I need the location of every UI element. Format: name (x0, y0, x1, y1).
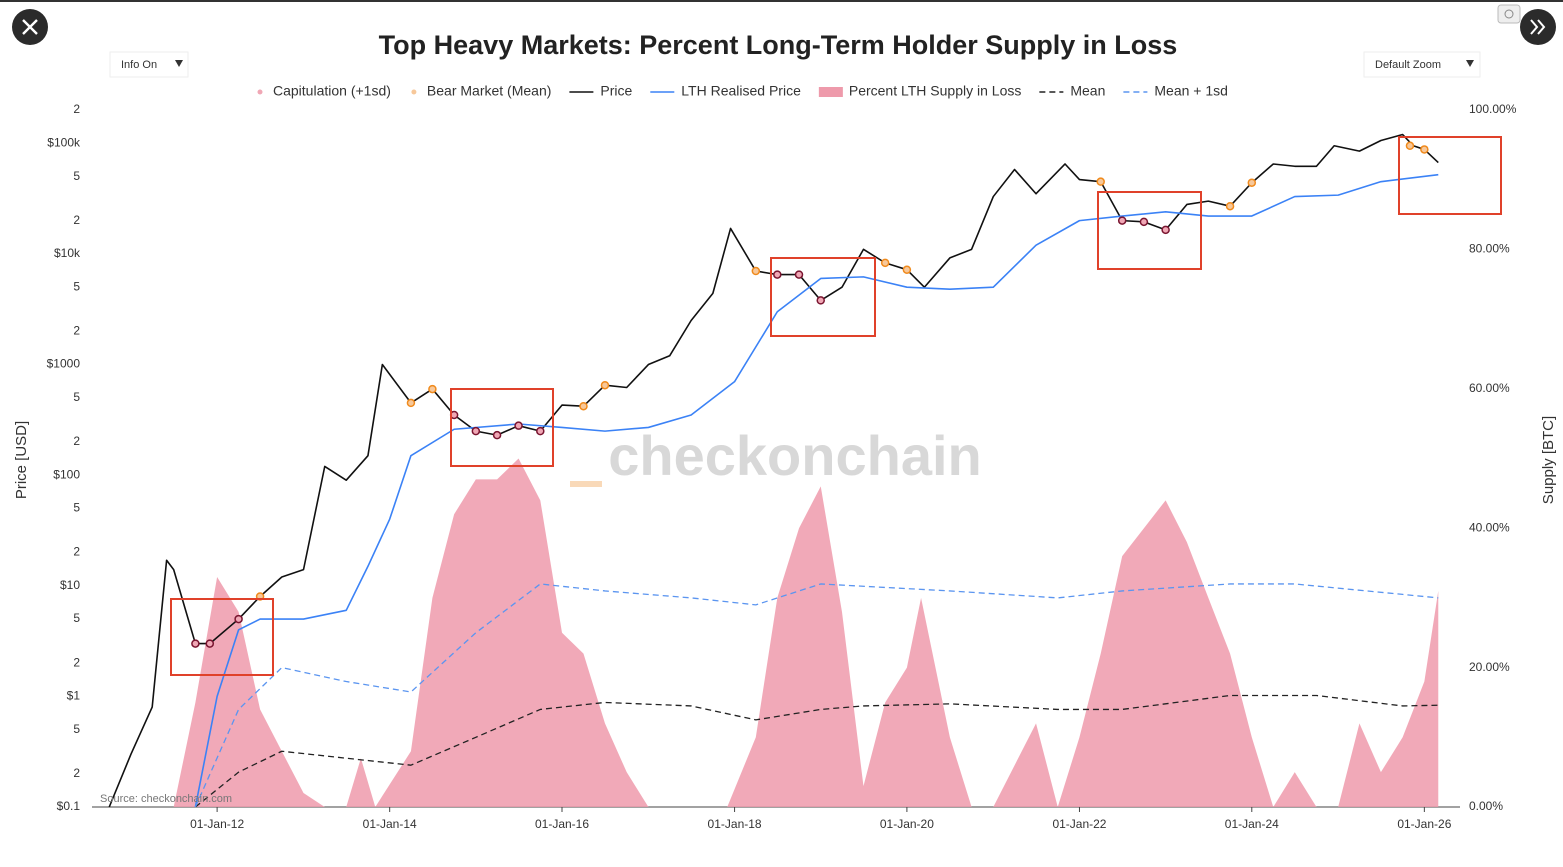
x-tick-label: 01-Jan-16 (535, 817, 589, 831)
x-tick-label: 01-Jan-14 (363, 817, 417, 831)
y-tick-label: 2 (73, 545, 80, 559)
y-tick-label: 5 (73, 501, 80, 515)
y-tick-label: 5 (73, 722, 80, 736)
y-tick-label: 5 (73, 169, 80, 183)
y-tick-label: 2 (73, 102, 80, 116)
point (1225, 201, 1235, 211)
area (173, 458, 1439, 807)
legend-label: Price (600, 83, 632, 99)
point (492, 430, 502, 440)
chart-title: Top Heavy Markets: Percent Long-Term Hol… (379, 30, 1178, 60)
legend-label: Capitulation (+1sd) (273, 83, 391, 99)
line (194, 694, 1439, 808)
highlight-box (1398, 136, 1502, 215)
line (194, 583, 1439, 808)
y-axis-label: Price [USD] (13, 421, 30, 499)
point (428, 384, 437, 394)
x-tick-label: 01-Jan-24 (1225, 817, 1279, 831)
dropdown-arrow (1466, 60, 1474, 67)
point (234, 614, 243, 624)
legend-marker (818, 87, 843, 97)
legend-label: LTH Realised Price (681, 83, 801, 99)
x-tick-label: 01-Jan-20 (880, 817, 934, 831)
y-tick-label: $100 (53, 467, 80, 481)
dropdown-arrow (175, 60, 183, 67)
camera-icon (1504, 9, 1514, 19)
y-tick-label: $1 (67, 689, 81, 703)
y2-tick-label: 20.00% (1469, 660, 1510, 674)
info-label: Info On (121, 59, 157, 71)
highlight-box (170, 598, 274, 676)
y-tick-label: $10k (54, 246, 81, 260)
camera-button[interactable] (1497, 4, 1521, 24)
point (773, 270, 782, 279)
x-tick-label: 01-Jan-18 (708, 817, 762, 831)
highlight-box (770, 257, 876, 337)
point (1247, 178, 1257, 187)
y-tick-label: 5 (73, 611, 80, 625)
y-tick-label: 2 (73, 323, 80, 337)
y-tick-label: 2 (73, 434, 80, 448)
zoom-label: Default Zoom (1375, 59, 1441, 71)
point (406, 398, 416, 408)
point (794, 270, 804, 279)
point (751, 266, 761, 276)
y-tick-label: $0.1 (57, 799, 81, 813)
y-tick-label: 5 (73, 390, 80, 404)
expand-icon (1530, 19, 1546, 35)
y-tick-label: $1000 (47, 357, 81, 371)
source-note: Source: checkonchain.com (100, 793, 232, 805)
point (514, 421, 523, 430)
legend-label: Mean (1070, 83, 1105, 99)
watermark: checkonchain (608, 424, 981, 487)
legend-marker (411, 89, 417, 95)
y-tick-label: $10 (60, 578, 80, 592)
y2-axis-label: Supply [BTC] (1540, 416, 1557, 504)
point (600, 380, 610, 390)
y2-tick-label: 100.00% (1469, 102, 1517, 116)
highlight-box (1097, 191, 1202, 270)
x-tick-label: 01-Jan-12 (190, 817, 244, 831)
legend-label: Percent LTH Supply in Loss (849, 83, 1022, 99)
point (1117, 216, 1127, 225)
legend-label: Bear Market (Mean) (427, 83, 551, 99)
y-tick-label: 2 (73, 655, 80, 669)
point (1405, 141, 1415, 151)
zoom-dropdown[interactable] (1363, 51, 1481, 78)
y2-tick-label: 0.00% (1469, 799, 1503, 813)
point (1096, 177, 1105, 186)
plot-area: 01-Jan-12 01-Jan-14 01-Jan-16 01-Jan-18 01-J… (47, 102, 1517, 831)
x-tick-label: 01-Jan-26 (1397, 817, 1451, 831)
y2-tick-label: 40.00% (1469, 520, 1510, 534)
y-tick-label: $100k (47, 135, 81, 149)
y-tick-label: 2 (73, 213, 80, 227)
y2-tick-label: 80.00% (1469, 242, 1510, 256)
point (205, 639, 215, 648)
point (191, 639, 200, 648)
point (1139, 217, 1149, 227)
y-tick-label: 5 (73, 279, 80, 293)
point (471, 426, 481, 436)
x-tick-label: 01-Jan-22 (1052, 817, 1106, 831)
legend-marker (257, 89, 263, 95)
y2-tick-label: 60.00% (1469, 381, 1510, 395)
highlight-boxes (170, 136, 1502, 676)
highlight-box (450, 388, 554, 467)
point (536, 426, 545, 436)
top-strip (0, 0, 1563, 2)
point (902, 265, 912, 274)
point (880, 258, 890, 268)
point (1420, 145, 1429, 154)
watermark-mark (570, 481, 602, 487)
point (816, 296, 825, 305)
legend-label: Mean + 1sd (1154, 83, 1228, 99)
point (579, 401, 588, 411)
y-tick-label: 2 (73, 766, 80, 780)
point (1161, 225, 1170, 235)
close-icon (22, 19, 38, 35)
info-dropdown[interactable] (109, 51, 189, 78)
